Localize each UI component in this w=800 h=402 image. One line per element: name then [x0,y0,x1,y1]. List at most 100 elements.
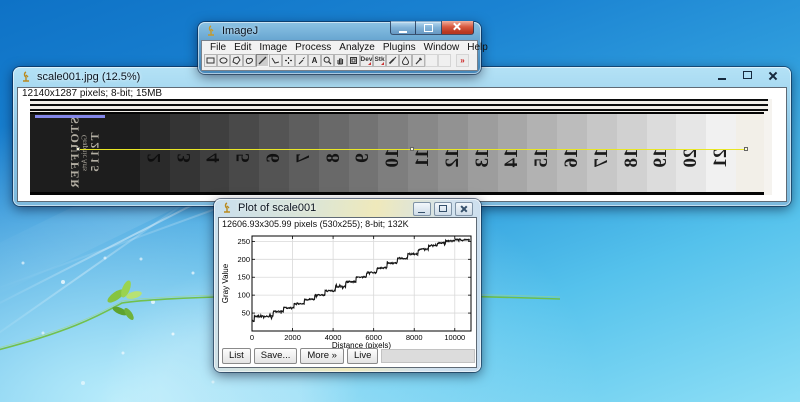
wedge-step-12: 12 [437,114,468,192]
image-window-titlebar[interactable]: scale001.jpg (12.5%) [13,67,791,87]
wedge-step-9: 9 [348,114,379,192]
save-button[interactable]: Save... [253,348,298,364]
line-tool[interactable] [256,54,269,67]
wedge-step-label: 7 [292,153,314,164]
close-button[interactable] [455,202,473,216]
plot-info-text: 12606.93x305.99 pixels (530x255); 8-bit;… [222,219,409,229]
plot-window: Plot of scale001 12606.93x305.99 pixels … [214,199,481,372]
plot-window-titlebar[interactable]: Plot of scale001 [214,199,481,217]
plot-status-strip [381,349,476,363]
close-button[interactable] [767,71,779,81]
wedge-step-20: 20 [676,114,707,192]
stk-menu-tool[interactable]: Stk [373,54,386,67]
angle-tool[interactable] [269,54,282,67]
menu-window[interactable]: Window [423,42,460,53]
maximize-button[interactable] [434,202,452,216]
dropper-tool[interactable] [347,54,360,67]
hand-tool[interactable] [334,54,347,67]
menu-help[interactable]: Help [467,42,488,53]
imagej-title: ImageJ [222,25,259,37]
wedge-step-label: 21 [710,148,732,168]
wedge-step-2: 2 [140,114,170,192]
brush-tool[interactable] [386,54,399,67]
text-tool[interactable]: A [308,54,321,67]
imagej-titlebar[interactable]: ImageJ [198,21,481,40]
menu-file[interactable]: File [210,42,227,53]
flood-fill-tool[interactable] [399,54,412,67]
wedge-brand-text: STOUFFER Graphic Arts T2115 [67,117,102,189]
more-button[interactable]: More » [300,348,344,364]
maximize-button[interactable] [416,21,442,35]
wand-tool[interactable] [295,54,308,67]
imagej-icon [224,202,230,213]
wedge-step-10: 10 [378,114,409,192]
zoom-tool[interactable] [321,54,334,67]
wedge-step-11: 11 [408,114,438,192]
freehand-tool[interactable] [243,54,256,67]
line-handle-start[interactable] [76,147,80,151]
wedge-step-label: 3 [173,153,195,164]
more-tools-button[interactable]: » [456,54,469,67]
menu-edit[interactable]: Edit [234,42,252,53]
wedge-step-label: 6 [263,153,285,164]
imagej-body: File Edit Image Process Analyze Plugins Window… [201,40,488,71]
tool-bar: A Dev Stk » [202,54,477,69]
step-wedge: STOUFFER Graphic Arts T2115 2 3 4 5 6 7 8 9 10 11… [30,112,764,195]
live-button[interactable]: Live [346,348,379,364]
svg-text:150: 150 [237,273,250,282]
menu-process[interactable]: Process [295,42,332,53]
svg-text:50: 50 [242,309,250,318]
wedge-step-label: 8 [322,153,344,164]
svg-text:200: 200 [237,255,250,264]
svg-text:0: 0 [250,333,254,342]
wedge-tail [736,114,764,192]
menu-image[interactable]: Image [259,42,288,53]
plot-canvas[interactable]: 0 2000 4000 6000 8000 1000050100150200250Dist… [219,230,476,350]
rectangle-tool[interactable] [204,54,217,67]
wedge-step-17: 17 [586,114,617,192]
spare-tool-2[interactable] [438,54,451,67]
wedge-step-label: 20 [680,148,702,168]
wedge-step-18: 18 [616,114,647,192]
film-edge-stripes [30,99,768,112]
image-canvas-area[interactable]: 12140x1287 pixels; 8-bit; 15MB STOUFFER … [17,87,787,202]
imagej-icon [23,71,29,82]
maximize-button[interactable] [742,71,754,81]
wedge-step-label: 10 [382,148,404,168]
dev-menu-tool[interactable]: Dev [360,54,373,67]
pipette-tool[interactable] [412,54,425,67]
close-button[interactable] [442,21,474,35]
wedge-step-21: 21 [706,114,736,192]
line-selection[interactable] [76,147,748,151]
minimize-button[interactable] [390,21,416,35]
list-button[interactable]: List [222,348,251,364]
line-handle-end[interactable] [744,147,748,151]
wedge-accent-mark [35,115,105,118]
oval-tool[interactable] [217,54,230,67]
spare-tool-1[interactable] [425,54,438,67]
wallpaper-sparkles [0,0,2,2]
menu-plugins[interactable]: Plugins [382,42,416,53]
svg-text:8000: 8000 [406,333,423,342]
plot-button-row: List Save... More » Live [222,348,476,364]
minimize-button[interactable] [413,202,431,216]
wedge-step-19: 19 [646,114,677,192]
wedge-step-label: 14 [501,148,523,168]
plot-frame [251,235,472,332]
menu-bar: File Edit Image Process Analyze Plugins Window… [202,41,488,54]
svg-text:100: 100 [237,291,250,300]
wedge-step-7: 7 [288,114,319,192]
svg-text:10000: 10000 [444,333,465,342]
polygon-tool[interactable] [230,54,243,67]
menu-analyze[interactable]: Analyze [339,42,375,53]
wedge-step-label: 16 [561,148,583,168]
minimize-button[interactable] [717,71,729,81]
wedge-step-3: 3 [169,114,200,192]
line-handle-mid[interactable] [410,147,414,151]
scanned-step-wedge-image[interactable]: STOUFFER Graphic Arts T2115 2 3 4 5 6 7 8 9 10 11… [30,99,772,195]
wedge-step-15: 15 [527,114,558,192]
y-axis-label: Gray Value [221,263,230,303]
wedge-step-8: 8 [318,114,349,192]
wedge-step-label: 12 [441,148,463,168]
point-tool[interactable] [282,54,295,67]
